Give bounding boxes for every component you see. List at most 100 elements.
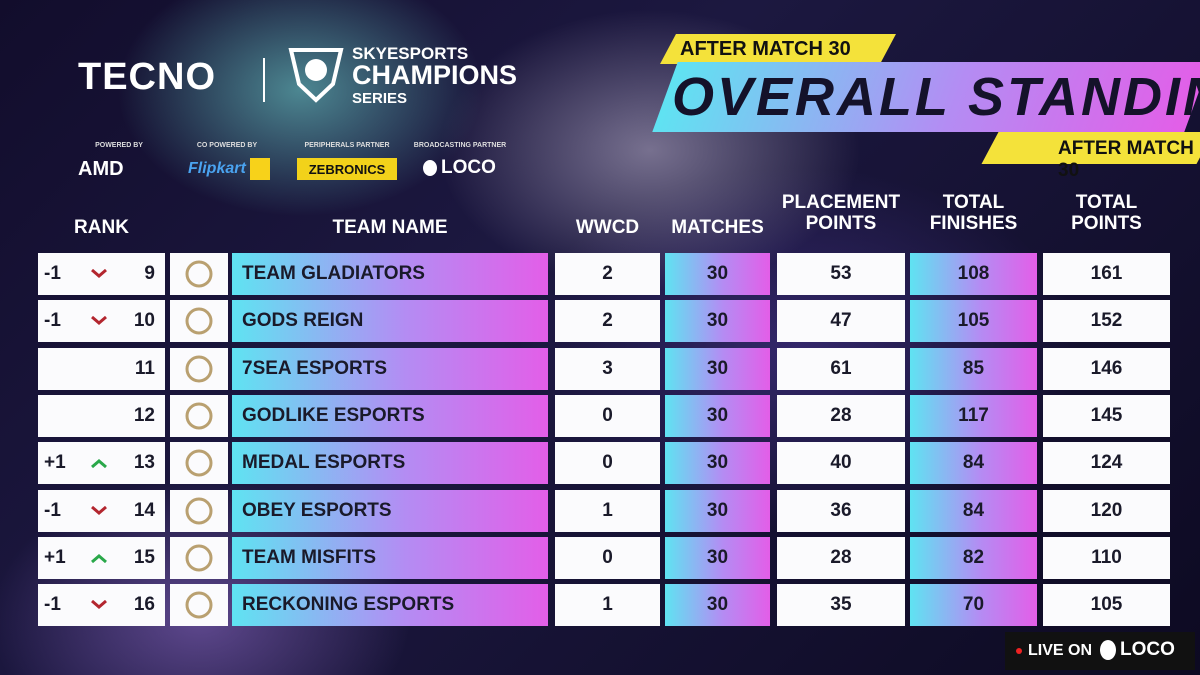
rank: 14 [133,499,155,521]
team-logo [170,489,228,532]
partner-name: LOCO [441,157,496,178]
stat-cell: 70 [910,584,1037,627]
column-header: WWCD [575,217,640,238]
rank-change: +1 [44,452,66,474]
column-header: MATCHES [671,217,764,238]
stat-cell: 0 [555,536,660,579]
rank-change: -1 [44,263,61,284]
team-logo [170,394,228,437]
event-line: CHAMPIONS [352,60,518,90]
stat-cell: 108 [910,253,1037,295]
partner-icon [250,158,270,180]
team-name: TEAM GLADIATORS [232,253,548,295]
stat-cell: 84 [910,442,1037,485]
stat-cell: 152 [1043,300,1170,343]
stat-cell: 0 [555,394,660,437]
stat-cell: 0 [555,442,660,485]
team-name: 7SEA ESPORTS [232,347,548,390]
team-logo [170,584,228,627]
sponsor-logo: TECNO [78,56,216,98]
logo-icon [185,402,213,430]
platform-icon [1100,640,1116,660]
stat-cell: 35 [777,584,905,627]
rank: 16 [133,594,155,616]
stat-cell: 30 [665,347,770,390]
stat-cell: 1 [555,584,660,627]
stat-cell: 2 [555,253,660,295]
rank: 10 [133,310,155,332]
arrow-icon [91,600,107,610]
partner-name: ZEBRONICS [297,158,397,180]
stat-cell: 36 [777,489,905,532]
rank-arrow [88,490,110,532]
stat-cell: 161 [1043,253,1170,295]
stat-cell: 85 [910,347,1037,390]
banner-title: OVERALL STANDING [672,67,1200,127]
stat-cell: 105 [910,300,1037,343]
rank-cell [38,394,165,437]
stat-cell: 28 [777,536,905,579]
partner-icon [423,160,437,176]
arrow-icon [91,269,107,278]
logo-icon [185,355,213,383]
stat-cell: 40 [777,442,905,485]
divider [263,58,265,102]
stat-cell: 30 [665,253,770,295]
stat-cell: 47 [777,300,905,343]
stat-cell: 30 [665,584,770,627]
banner-subtitle: AFTER MATCH 30 [1058,138,1194,181]
platform-name: LOCO [1120,639,1175,660]
stat-cell: 146 [1043,347,1170,390]
rank-cell [38,347,165,390]
stat-cell: 30 [665,394,770,437]
rank-arrow [88,537,110,579]
arrow-icon [91,316,107,326]
team-name: GODS REIGN [232,300,548,343]
partner-role: POWERED BY [95,142,143,149]
partner-role: BROADCASTING PARTNER [413,142,507,149]
arrow-icon [91,459,107,469]
stat-cell: 53 [777,253,905,295]
rank-change: -1 [44,310,61,332]
rank: 9 [144,263,155,284]
event-logo [288,48,344,103]
rank: 15 [133,546,155,568]
stat-cell: 84 [910,489,1037,532]
logo-icon [185,591,213,619]
team-logo [170,442,228,485]
arrow-icon [91,505,107,515]
team-name: TEAM MISFITS [232,536,548,579]
logo-icon [185,260,213,288]
rank-change: -1 [44,499,61,521]
banner-subtitle: AFTER MATCH 30 [680,38,851,60]
logo-icon [185,544,213,572]
column-header: TOTAL POINTS [1071,192,1142,234]
team-name: GODLIKE ESPORTS [232,394,548,437]
logo-icon [185,307,213,335]
live-dot [1016,648,1022,654]
stat-cell: 110 [1043,536,1170,579]
column-header: TOTAL FINISHES [929,192,1018,234]
rank: 13 [133,452,155,474]
stat-cell: 1 [555,489,660,532]
partner-name: AMD [78,158,124,180]
rank-arrow [88,584,110,626]
column-header: TEAM NAME [332,217,448,238]
team-logo [170,536,228,579]
rank-arrow [88,253,110,295]
stat-cell: 145 [1043,394,1170,437]
column-header: PLACEMENT POINTS [781,192,901,234]
partner-role: PERIPHERALS PARTNER [304,142,390,149]
team-name: RECKONING ESPORTS [232,584,548,627]
rank-change: +1 [44,546,66,568]
team-logo [170,347,228,390]
stat-cell: 3 [555,347,660,390]
rank-arrow [88,300,110,342]
stat-cell: 30 [665,489,770,532]
stat-cell: 61 [777,347,905,390]
team-logo [170,300,228,343]
team-name: OBEY ESPORTS [232,489,548,532]
stat-cell: 30 [665,300,770,343]
rank-arrow [88,442,110,484]
